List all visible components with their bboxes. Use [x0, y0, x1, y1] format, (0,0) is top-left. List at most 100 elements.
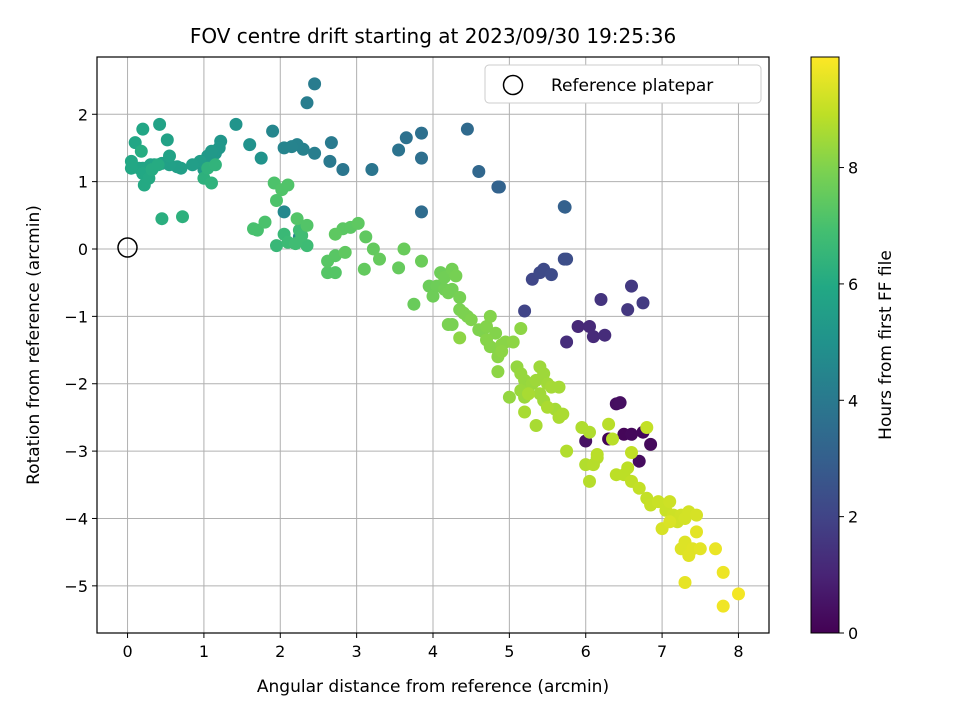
data-point	[163, 149, 176, 163]
data-point	[621, 461, 635, 475]
data-point	[522, 387, 535, 401]
data-point	[460, 122, 474, 136]
data-point	[651, 495, 665, 509]
data-point	[392, 143, 406, 157]
data-point	[415, 205, 428, 219]
data-points	[124, 77, 745, 613]
x-tick-label: 0	[122, 642, 132, 661]
data-point	[625, 279, 638, 293]
data-point	[160, 133, 174, 147]
data-point	[323, 154, 337, 168]
data-point	[464, 313, 478, 327]
data-point	[300, 239, 314, 253]
data-point	[678, 576, 692, 589]
y-tick-label: −3	[64, 442, 88, 461]
data-point	[556, 407, 570, 421]
data-point	[690, 508, 703, 522]
data-point	[571, 320, 585, 333]
data-point	[506, 335, 520, 349]
data-point	[632, 454, 646, 468]
x-tick-label: 7	[657, 642, 667, 661]
data-point	[359, 230, 373, 244]
data-point	[489, 326, 503, 340]
data-point	[407, 297, 421, 311]
y-axis-label: Rotation from reference (arcmin)	[24, 205, 44, 485]
data-point	[258, 215, 272, 229]
data-point	[598, 328, 612, 342]
data-point	[491, 365, 505, 379]
data-point	[594, 293, 608, 306]
data-point	[415, 151, 428, 165]
data-point	[716, 599, 730, 613]
data-point	[270, 194, 283, 207]
data-point	[399, 131, 413, 145]
data-point	[483, 309, 497, 323]
colorbar-ticks: 0 2 4 6 8	[839, 159, 858, 643]
data-point	[640, 421, 654, 434]
data-point	[449, 269, 463, 283]
y-tick-label: −1	[64, 307, 88, 326]
data-point	[426, 289, 440, 303]
data-point	[397, 242, 411, 256]
data-point	[155, 212, 169, 226]
data-point	[502, 390, 516, 404]
colorbar-tick-label: 2	[848, 508, 858, 527]
data-point	[716, 565, 730, 579]
data-point	[366, 242, 380, 256]
data-point	[693, 542, 707, 556]
data-point	[472, 165, 486, 178]
data-point	[438, 270, 451, 284]
data-point	[453, 291, 467, 304]
data-point	[338, 245, 352, 259]
legend-box	[484, 64, 762, 104]
colorbar-tick-label: 0	[848, 624, 858, 643]
legend-label: Reference platepar	[551, 76, 713, 96]
data-point	[590, 448, 604, 461]
data-point	[277, 205, 291, 219]
data-point	[136, 122, 150, 136]
y-tick-label: −5	[64, 577, 88, 596]
data-point	[205, 176, 218, 190]
data-point	[351, 216, 365, 230]
x-tick-label: 3	[352, 642, 362, 661]
colorbar	[810, 56, 840, 634]
data-point	[560, 444, 574, 458]
data-point	[560, 335, 574, 349]
reference-platepar-marker	[117, 237, 138, 258]
data-point	[295, 229, 309, 242]
data-point	[281, 178, 295, 192]
data-point	[621, 303, 635, 317]
data-point	[308, 146, 322, 160]
data-point	[415, 254, 428, 268]
data-point	[625, 446, 638, 459]
data-point	[324, 136, 338, 150]
data-point	[552, 380, 566, 394]
data-point	[518, 304, 532, 318]
data-point	[445, 282, 459, 296]
grid-lines	[97, 57, 769, 633]
data-point	[644, 437, 658, 451]
data-point	[544, 268, 558, 282]
data-point	[586, 330, 600, 344]
data-point	[176, 210, 189, 224]
data-point	[480, 320, 493, 333]
x-tick-label: 8	[733, 642, 743, 661]
data-point	[690, 525, 703, 539]
data-point	[254, 151, 268, 165]
data-point	[583, 474, 596, 488]
data-point	[243, 138, 257, 152]
data-point	[560, 252, 574, 266]
data-point	[151, 158, 165, 172]
data-point	[290, 212, 304, 226]
data-point	[495, 344, 509, 358]
data-point	[124, 154, 138, 168]
data-point	[514, 322, 528, 335]
data-point	[373, 252, 386, 266]
x-tick-label: 2	[275, 642, 285, 661]
data-point	[277, 141, 291, 155]
data-point	[492, 180, 506, 194]
data-point	[632, 481, 646, 495]
data-point	[636, 296, 650, 310]
x-tick-label: 1	[199, 642, 209, 661]
